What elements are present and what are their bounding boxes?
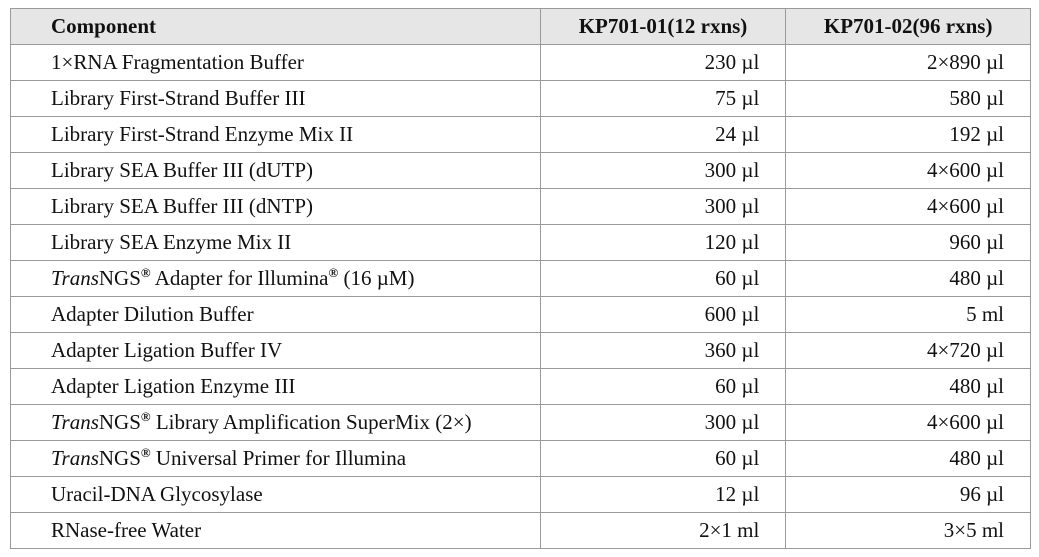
component-cell: Library First-Strand Buffer III [10, 80, 541, 117]
text-run: NGS [98, 446, 141, 470]
component-cell: Adapter Dilution Buffer [10, 296, 541, 333]
component-cell: TransNGS® Adapter for Illumina® (16 µM) [10, 260, 541, 297]
text-run: NGS [98, 410, 141, 434]
volume-cell: 300 µl [539, 152, 787, 189]
header-cell: KP701-02(96 rxns) [785, 8, 1031, 45]
volume-cell: 480 µl [785, 440, 1031, 477]
table-row: TransNGS® Library Amplification SuperMix… [10, 404, 1031, 441]
volume-cell: 580 µl [785, 80, 1031, 117]
component-cell: TransNGS® Universal Primer for Illumina [10, 440, 541, 477]
volume-cell: 4×600 µl [785, 188, 1031, 225]
volume-cell: 120 µl [539, 224, 787, 261]
volume-cell: 60 µl [539, 368, 787, 405]
text-run: Trans [51, 410, 99, 434]
component-cell: Library SEA Buffer III (dNTP) [10, 188, 541, 225]
text-run: Library Amplification SuperMix (2×) [150, 410, 472, 434]
text-run: ® [140, 265, 151, 280]
volume-cell: 75 µl [539, 80, 787, 117]
table-row: Library SEA Buffer III (dUTP) 300 µl 4×600… [10, 152, 1031, 189]
volume-cell: 5 ml [785, 296, 1031, 333]
volume-cell: 480 µl [785, 260, 1031, 297]
table-row: Adapter Ligation Enzyme III 60 µl 480 µl [10, 368, 1031, 405]
text-run: ® [140, 445, 151, 460]
text-run: (16 µM) [338, 266, 415, 290]
component-table: Component KP701-01(12 rxns) KP701-02(96 rx… [10, 8, 1031, 549]
volume-cell: 60 µl [539, 440, 787, 477]
table-row: Library First-Strand Buffer III 75 µl 580 … [10, 80, 1031, 117]
text-run: Trans [51, 266, 99, 290]
component-cell: Uracil-DNA Glycosylase [10, 476, 541, 513]
volume-cell: 24 µl [539, 116, 787, 153]
volume-cell: 60 µl [539, 260, 787, 297]
component-cell: 1×RNA Fragmentation Buffer [10, 44, 541, 81]
component-cell: Adapter Ligation Buffer IV [10, 332, 541, 369]
volume-cell: 3×5 ml [785, 512, 1031, 549]
component-cell: Library SEA Enzyme Mix II [10, 224, 541, 261]
volume-cell: 600 µl [539, 296, 787, 333]
component-cell: RNase-free Water [10, 512, 541, 549]
table-row: RNase-free Water 2×1 ml 3×5 ml [10, 512, 1031, 549]
volume-cell: 300 µl [539, 188, 787, 225]
volume-cell: 12 µl [539, 476, 787, 513]
volume-cell: 96 µl [785, 476, 1031, 513]
table-row: Uracil-DNA Glycosylase 12 µl 96 µl [10, 476, 1031, 513]
header-cell: Component [10, 8, 541, 45]
table-row: 1×RNA Fragmentation Buffer 230 µl 2×890 µl [10, 44, 1031, 81]
header-cell: KP701-01(12 rxns) [539, 8, 787, 45]
table-row: TransNGS® Universal Primer for Illumina 6… [10, 440, 1031, 477]
volume-cell: 480 µl [785, 368, 1031, 405]
volume-cell: 4×600 µl [785, 404, 1031, 441]
text-run: Universal Primer for Illumina [150, 446, 407, 470]
table-row: TransNGS® Adapter for Illumina® (16 µM) 6… [10, 260, 1031, 297]
volume-cell: 300 µl [539, 404, 787, 441]
text-run: ® [328, 265, 339, 280]
text-run: Trans [51, 446, 99, 470]
table-row: Library SEA Buffer III (dNTP) 300 µl 4×600… [10, 188, 1031, 225]
volume-cell: 192 µl [785, 116, 1031, 153]
header-row: Component KP701-01(12 rxns) KP701-02(96 rx… [10, 8, 1031, 45]
table-row: Adapter Ligation Buffer IV 360 µl 4×720 µl [10, 332, 1031, 369]
volume-cell: 2×890 µl [785, 44, 1031, 81]
table-row: Adapter Dilution Buffer 600 µl 5 ml [10, 296, 1031, 333]
table-row: Library SEA Enzyme Mix II 120 µl 960 µl [10, 224, 1031, 261]
text-run: NGS [98, 266, 141, 290]
volume-cell: 2×1 ml [539, 512, 787, 549]
component-cell: Library First-Strand Enzyme Mix II [10, 116, 541, 153]
table-row: Library First-Strand Enzyme Mix II 24 µl 1… [10, 116, 1031, 153]
text-run: ® [140, 409, 151, 424]
volume-cell: 4×720 µl [785, 332, 1031, 369]
text-run: Adapter for Illumina [150, 266, 329, 290]
component-cell: TransNGS® Library Amplification SuperMix… [10, 404, 541, 441]
volume-cell: 360 µl [539, 332, 787, 369]
volume-cell: 960 µl [785, 224, 1031, 261]
volume-cell: 4×600 µl [785, 152, 1031, 189]
component-cell: Library SEA Buffer III (dUTP) [10, 152, 541, 189]
component-cell: Adapter Ligation Enzyme III [10, 368, 541, 405]
volume-cell: 230 µl [539, 44, 787, 81]
